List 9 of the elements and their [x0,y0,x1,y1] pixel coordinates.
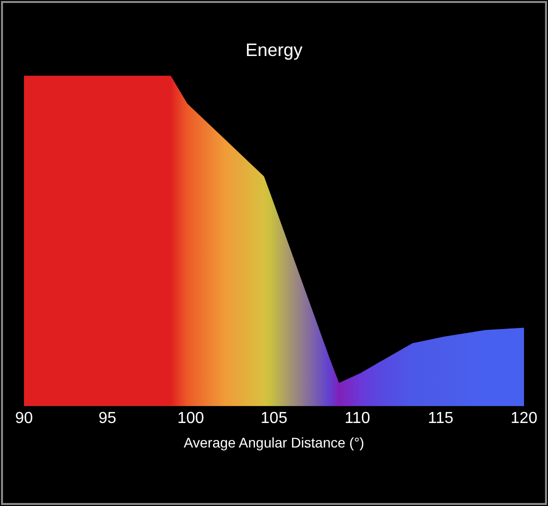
x-tick-label: 95 [98,410,116,428]
x-tick-label: 105 [260,410,288,428]
x-tick-label: 120 [510,410,538,428]
x-axis-title: Average Angular Distance (°) [184,434,364,450]
x-tick-label: 115 [428,410,454,428]
x-tick-label: 100 [177,410,204,428]
x-tick-label: 110 [344,410,370,428]
chart-title: Energy [245,40,303,60]
x-tick-label: 90 [15,410,33,428]
